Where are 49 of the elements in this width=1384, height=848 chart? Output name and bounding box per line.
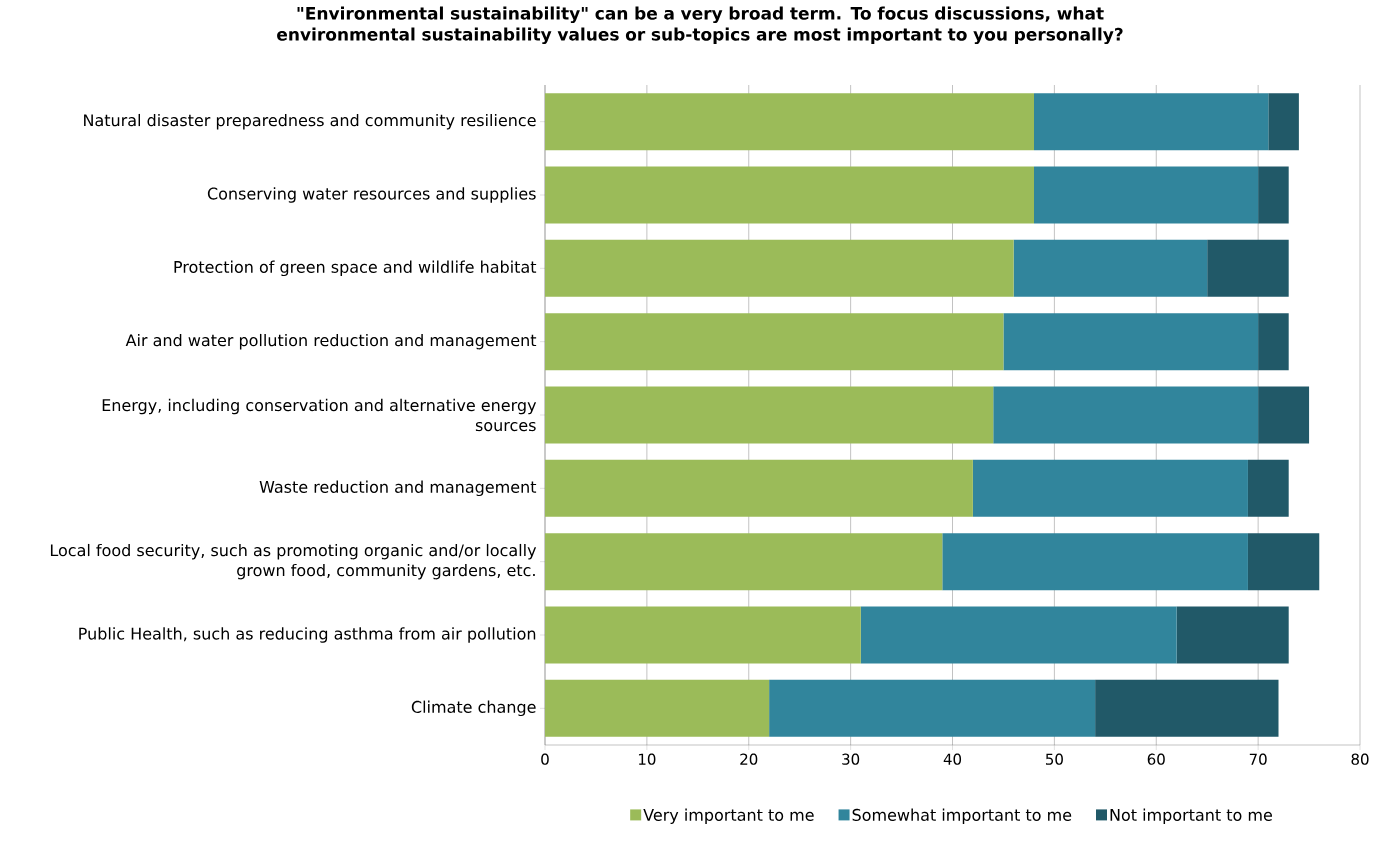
bar [545, 679, 770, 737]
bar [769, 679, 1096, 737]
x-tick-label: 0 [541, 753, 549, 765]
y-tick-label: Climate change [411, 700, 536, 717]
x-tick-label: 60 [1147, 753, 1165, 765]
bar [545, 533, 943, 591]
y-tick-label: Waste reduction and management [259, 480, 537, 497]
legend-label: Somewhat important to me [852, 808, 1072, 825]
y-tick-label: Energy, including conservation and alternative energy sources [102, 398, 537, 432]
bar [1013, 239, 1208, 297]
bar [1034, 93, 1269, 151]
bar [545, 459, 973, 517]
y-tick-label: Local food security, such as promoting organic and/or locally grown food, community gardens, etc. [50, 543, 537, 580]
chart-title: "Environmental sustainability" can be a very broad term. To focus discussions, what environmental sustainability values or sub-topics are most important to you personally? [277, 6, 1123, 45]
bar [545, 606, 861, 664]
x-tick-label: 70 [1249, 753, 1267, 765]
y-tick-label: Public Health, such as reducing asthma from air pollution [79, 627, 536, 643]
bar [1258, 313, 1289, 371]
legend-label: Very important to me [643, 808, 814, 825]
x-tick-label: 30 [842, 753, 860, 765]
bar [860, 606, 1177, 664]
bar [1003, 313, 1259, 371]
bar [1268, 93, 1299, 151]
bar [1176, 606, 1289, 664]
bar [993, 386, 1259, 444]
y-tick-label: Conserving water resources and supplies [207, 187, 536, 203]
y-tick-label: Natural disaster preparedness and community resilience [84, 113, 536, 130]
y-tick-label: Air and water pollution reduction and management [125, 333, 537, 350]
bar [545, 166, 1034, 224]
bar [1247, 533, 1320, 591]
bar [942, 533, 1248, 591]
bar [1034, 166, 1259, 224]
bar [545, 386, 994, 444]
legend-label: Not important to me [1110, 808, 1272, 825]
bar [545, 239, 1014, 297]
bar [1095, 679, 1279, 737]
bar [1207, 239, 1289, 297]
x-tick-label: 80 [1351, 753, 1369, 765]
bar [1258, 386, 1310, 444]
x-tick-label: 50 [1045, 753, 1063, 765]
bar [1258, 166, 1289, 224]
bar [972, 459, 1248, 517]
x-tick-label: 10 [638, 753, 656, 765]
bar [545, 93, 1034, 151]
bar [1247, 459, 1289, 517]
bar [545, 313, 1004, 371]
x-tick-label: 20 [740, 753, 758, 765]
y-tick-label: Protection of green space and wildlife habitat [174, 260, 537, 277]
x-tick-label: 40 [943, 753, 962, 765]
